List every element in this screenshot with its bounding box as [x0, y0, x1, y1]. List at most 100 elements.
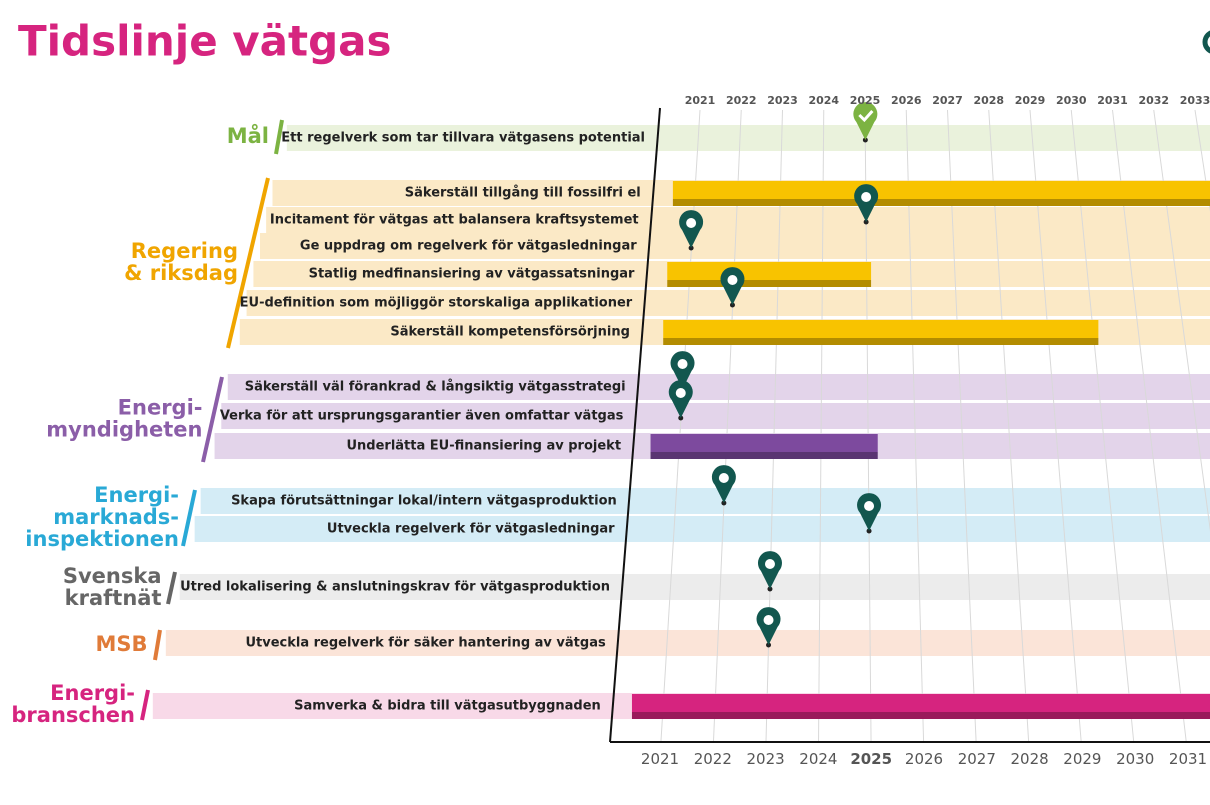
milestone-hole	[764, 559, 775, 569]
year-label-bottom: 2030	[1116, 750, 1154, 768]
milestone	[757, 551, 782, 592]
group-label: MSB	[95, 632, 147, 656]
year-label-top: 2031	[1097, 94, 1128, 107]
bar-face	[667, 262, 872, 280]
bar	[650, 434, 878, 459]
group-slash	[201, 376, 224, 463]
year-label-bottom: 2022	[694, 750, 732, 768]
bar-face	[672, 181, 1210, 199]
bar-edge	[672, 199, 1210, 206]
milestone-hole	[675, 388, 686, 398]
row-label: Säkerställ kompetensförsörjning	[390, 325, 630, 340]
year-label-bottom: 2029	[1063, 750, 1101, 768]
group-label: Energi-	[94, 483, 179, 507]
milestone	[854, 184, 879, 225]
row-label: Verka för att ursprungsgarantier även om…	[220, 409, 624, 424]
milestone	[756, 607, 781, 648]
milestone-check	[858, 110, 874, 123]
row-label: Säkerställ tillgång till fossilfri el	[405, 186, 641, 201]
milestone	[720, 267, 745, 308]
group-slash	[226, 177, 270, 349]
row-band	[227, 374, 1210, 400]
year-label-bottom: 2021	[641, 750, 679, 768]
row-label: Skapa förutsättningar lokal/intern vätga…	[231, 494, 617, 509]
row-band	[221, 403, 1210, 429]
milestone-pin	[720, 267, 745, 305]
bar-edge	[667, 280, 872, 287]
grid-line	[1029, 109, 1082, 743]
milestone-pin	[854, 184, 879, 222]
row-band	[286, 125, 1210, 151]
grid-line	[712, 109, 742, 743]
year-label-bottom: 2026	[905, 750, 943, 768]
group-label: myndigheten	[46, 418, 202, 442]
year-label-bottom: 2025	[850, 750, 892, 768]
year-label-bottom: 2024	[799, 750, 837, 768]
group-label: Regering	[131, 239, 238, 263]
milestone	[853, 102, 878, 143]
year-label-top: 2027	[932, 94, 963, 107]
milestone-hole	[864, 501, 875, 511]
grid-line	[905, 109, 925, 743]
milestone-pin	[668, 380, 693, 418]
axis-line	[609, 107, 661, 743]
group-slash	[274, 119, 284, 155]
row-band	[194, 516, 1210, 542]
group-label: Energi-	[118, 396, 203, 420]
bar-face	[663, 320, 1099, 338]
group-label: inspektionen	[25, 527, 179, 551]
bar	[663, 320, 1099, 345]
group-label: Energi-	[50, 681, 135, 705]
grid-line	[1112, 109, 1187, 743]
row-band	[266, 207, 1210, 233]
group-label: & riksdag	[124, 261, 238, 285]
milestone	[711, 465, 736, 506]
milestone	[857, 493, 882, 534]
milestone	[668, 380, 693, 421]
year-label-top: 2023	[767, 94, 798, 107]
group-slash	[181, 489, 197, 547]
row-band	[165, 630, 1210, 656]
row-label: Säkerställ väl förankrad & långsiktig vä…	[245, 380, 626, 395]
title: Tidslinje vätgas	[18, 17, 392, 66]
year-label-top: 2021	[685, 94, 716, 107]
row-label: Samverka & bidra till vätgasutbyggnaden	[294, 699, 601, 714]
milestone-hole	[686, 218, 697, 228]
row-label: Utred lokalisering & anslutningskrav för…	[180, 580, 610, 595]
year-label-top: 2029	[1015, 94, 1046, 107]
milestone-pin	[711, 465, 736, 503]
row-label: Ge uppdrag om regelverk för vätgaslednin…	[300, 239, 637, 254]
year-label-top: 2024	[808, 94, 839, 107]
year-label-top: 2030	[1056, 94, 1087, 107]
grid-line	[1153, 109, 1210, 532]
milestone-hole	[718, 473, 729, 483]
year-label-bottom: 2027	[958, 750, 996, 768]
bar-edge	[650, 452, 878, 459]
milestone-pin	[670, 351, 695, 389]
group-slash	[166, 571, 177, 605]
year-label-top: 2026	[891, 94, 922, 107]
milestone-pin	[679, 210, 704, 248]
row-label: EU-definition som möjliggör storskaliga …	[240, 296, 633, 311]
year-label-bottom: 2031	[1169, 750, 1207, 768]
row-label: Incitament för vätgas att balansera kraf…	[270, 213, 639, 228]
group-label: branschen	[11, 703, 135, 727]
milestone-pin	[756, 607, 781, 645]
grid-line	[988, 109, 1030, 743]
year-label-top: 2022	[726, 94, 757, 107]
group-slash	[153, 629, 162, 661]
row-label: Utveckla regelverk för säker hantering a…	[245, 636, 606, 651]
group-label: marknads-	[53, 505, 179, 529]
grid-line	[818, 109, 825, 743]
year-label-top: 2032	[1138, 94, 1169, 107]
bar	[672, 181, 1210, 206]
milestone-hole	[763, 615, 774, 625]
bar	[667, 262, 872, 287]
row-band	[179, 574, 1210, 600]
milestone-hole	[677, 359, 688, 369]
row-label: Statlig medfinansiering av vätgassatsnin…	[309, 267, 635, 282]
year-label-bottom: 2028	[1011, 750, 1049, 768]
group-label: Svenska	[63, 564, 162, 588]
bar-edge	[663, 338, 1099, 345]
